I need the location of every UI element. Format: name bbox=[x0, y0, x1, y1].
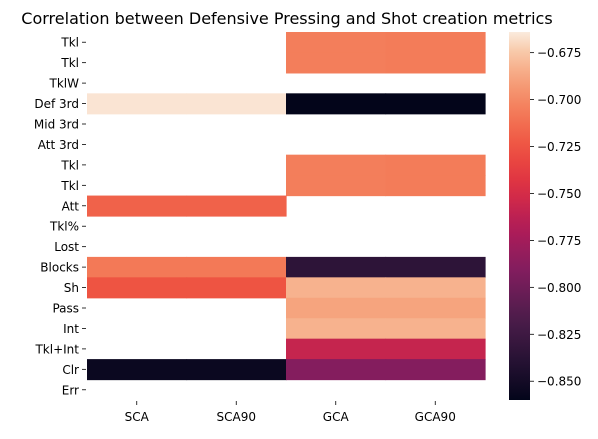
y-tick-label: TklW bbox=[49, 77, 80, 91]
heatmap-cell bbox=[186, 359, 287, 381]
heatmap-cell bbox=[385, 338, 486, 360]
heatmap-cell bbox=[87, 359, 188, 381]
y-tick-label: Clr bbox=[62, 363, 79, 377]
colorbar-tick-label: −0.850 bbox=[537, 375, 581, 389]
y-tick-label: Def 3rd bbox=[34, 97, 79, 111]
heatmap-cell bbox=[385, 93, 486, 115]
heatmap-cell bbox=[385, 32, 486, 54]
y-axis: Tkl Tkl TklW Def 3rd Mid 3rd Att 3rd Tkl Tkl Att… bbox=[34, 36, 86, 397]
colorbar-axis: −0.675 −0.700 −0.725 −0.750 −0.775 −0.800 −0.8… bbox=[530, 46, 581, 389]
heatmap-cell bbox=[186, 93, 287, 115]
heatmap-cell bbox=[87, 256, 188, 278]
x-tick-label: SCA bbox=[125, 410, 150, 424]
y-tick-label: Tkl bbox=[60, 158, 79, 172]
heatmap-cell bbox=[286, 32, 387, 54]
heatmap-cells bbox=[87, 32, 486, 381]
heatmap-cell bbox=[385, 318, 486, 340]
heatmap-cell bbox=[385, 297, 486, 319]
colorbar-tick-label: −0.800 bbox=[537, 281, 581, 295]
heatmap-cell bbox=[87, 195, 188, 217]
heatmap-cell bbox=[385, 52, 486, 74]
heatmap-cell bbox=[286, 297, 387, 319]
x-tick-label: GCA bbox=[323, 410, 350, 424]
y-tick-label: Tkl% bbox=[49, 220, 79, 234]
colorbar-tick-label: −0.725 bbox=[537, 140, 581, 154]
chart-title: Correlation between Defensive Pressing a… bbox=[21, 9, 552, 28]
heatmap-cell bbox=[286, 277, 387, 299]
y-tick-label: Int bbox=[63, 322, 79, 336]
heatmap-cell bbox=[286, 359, 387, 381]
x-tick-label: GCA90 bbox=[415, 410, 456, 424]
heatmap-cell bbox=[286, 256, 387, 278]
y-tick-label: Att bbox=[62, 199, 80, 213]
heatmap-cell bbox=[286, 52, 387, 74]
heatmap-cell bbox=[286, 175, 387, 197]
y-tick-label: Pass bbox=[52, 302, 79, 316]
x-tick-label: SCA90 bbox=[217, 410, 256, 424]
colorbar bbox=[509, 32, 530, 400]
y-tick-label: Tkl bbox=[60, 36, 79, 50]
y-tick-label: Blocks bbox=[40, 261, 79, 275]
colorbar-tick-label: −0.750 bbox=[537, 187, 581, 201]
heatmap-cell bbox=[385, 359, 486, 381]
heatmap-cell bbox=[87, 93, 188, 115]
y-tick-label: Mid 3rd bbox=[34, 118, 79, 132]
heatmap-cell bbox=[286, 318, 387, 340]
y-tick-label: Att 3rd bbox=[38, 138, 79, 152]
heatmap-cell bbox=[385, 256, 486, 278]
heatmap-cell bbox=[186, 277, 287, 299]
heatmap-cell bbox=[286, 93, 387, 115]
colorbar-tick-label: −0.775 bbox=[537, 234, 581, 248]
heatmap-cell bbox=[186, 195, 287, 217]
y-tick-label: Lost bbox=[54, 240, 79, 254]
heatmap-cell bbox=[286, 154, 387, 176]
y-tick-label: Err bbox=[62, 383, 79, 397]
y-tick-label: Tkl bbox=[60, 56, 79, 70]
heatmap-cell bbox=[186, 256, 287, 278]
heatmap-cell bbox=[286, 338, 387, 360]
heatmap-cell bbox=[87, 277, 188, 299]
heatmap-cell bbox=[385, 277, 486, 299]
colorbar-tick-label: −0.675 bbox=[537, 46, 581, 60]
x-axis: SCA SCA90 GCA GCA90 bbox=[125, 401, 456, 424]
heatmap-cell bbox=[385, 175, 486, 197]
colorbar-tick-label: −0.825 bbox=[537, 328, 581, 342]
y-tick-label: Tkl+Int bbox=[34, 342, 79, 356]
colorbar-tick-label: −0.700 bbox=[537, 93, 581, 107]
y-tick-label: Tkl bbox=[60, 179, 79, 193]
y-tick-label: Sh bbox=[64, 281, 79, 295]
heatmap-cell bbox=[385, 154, 486, 176]
